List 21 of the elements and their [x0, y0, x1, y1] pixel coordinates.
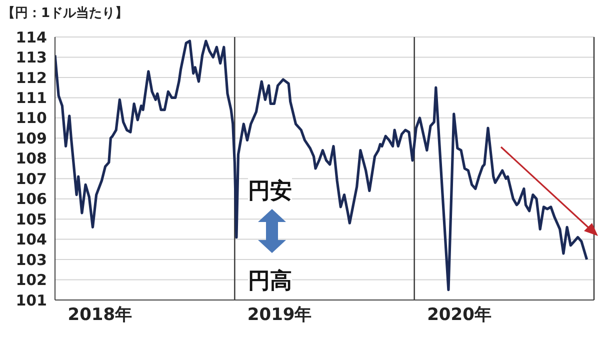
annotation: 円高: [248, 266, 292, 296]
x-tick-label: 2020年: [427, 305, 492, 326]
y-tick-label: 113: [16, 48, 47, 67]
y-tick-label: 110: [16, 109, 47, 128]
x-tick-label: 2018年: [68, 305, 132, 326]
y-tick-label: 108: [16, 150, 47, 168]
line-series: [55, 40, 588, 292]
y-tick-label: 111: [16, 89, 47, 108]
x-tick-label: 2019年: [247, 305, 312, 326]
y-tick-label: 112: [16, 68, 47, 87]
y-tick-label: 104: [16, 230, 47, 249]
annotation: 円安: [248, 176, 292, 206]
y-tick-label: 106: [16, 190, 47, 208]
y-tick-label: 102: [16, 271, 47, 290]
y-tick-label: 114: [16, 28, 47, 46]
y-tick-label: 107: [16, 170, 47, 188]
y-tick-label: 101: [16, 291, 47, 310]
y-axis-title: 【円：1ドル当たり】: [2, 5, 128, 22]
y-tick-label: 109: [16, 129, 47, 148]
y-tick-label: 103: [16, 250, 47, 269]
y-tick-label: 105: [16, 210, 47, 228]
